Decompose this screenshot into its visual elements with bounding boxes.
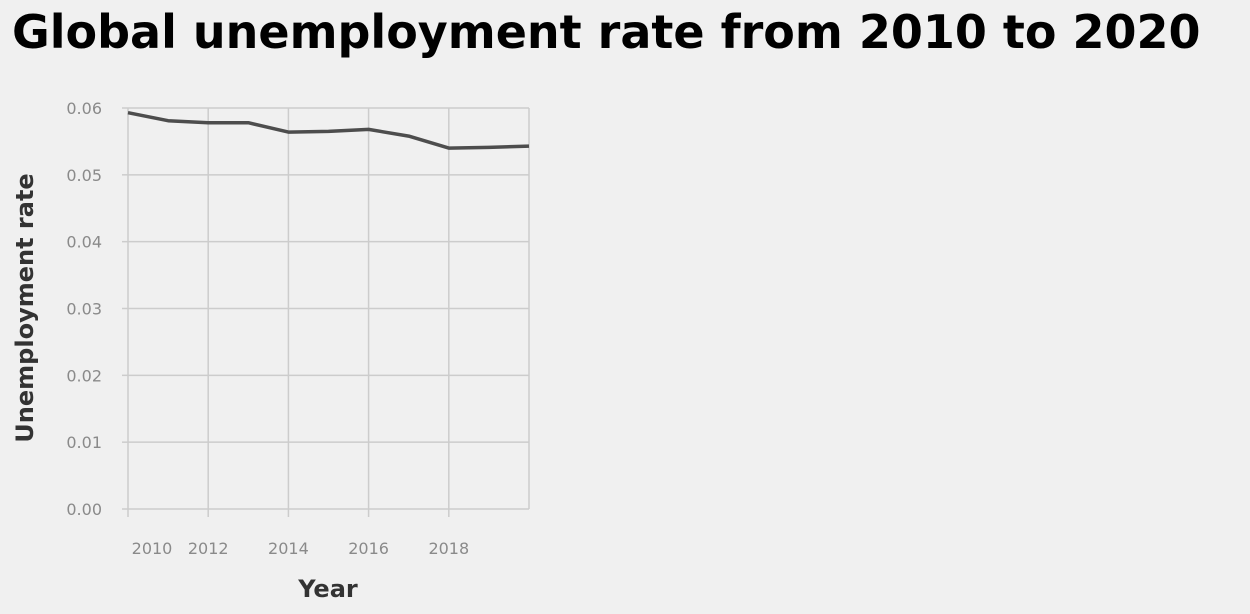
y-axis-title: Unemployment rate: [11, 173, 39, 442]
y-tick-label: 0.06: [66, 99, 102, 118]
y-tick-label: 0.01: [66, 433, 102, 452]
y-tick-label: 0.04: [66, 233, 102, 252]
y-tick-label: 0.05: [66, 166, 102, 185]
data-series: [127, 110, 530, 150]
x-tick-label: 2016: [348, 539, 389, 558]
chart-title: Global unemployment rate from 2010 to 20…: [12, 5, 1201, 59]
tick-labels: 0.00 0.01 0.02 0.03 0.04 0.05 0.06 2010 2012 2014…: [66, 99, 469, 558]
x-tick-label: 2018: [428, 539, 469, 558]
series-line: [127, 110, 530, 150]
grid-lines: [122, 107, 530, 517]
x-tick-label: 2012: [188, 539, 229, 558]
y-tick-label: 0.00: [66, 500, 102, 519]
y-tick-label: 0.03: [66, 300, 102, 319]
x-tick-label: 2014: [268, 539, 309, 558]
x-tick-label: 2010: [132, 539, 173, 558]
y-tick-label: 0.02: [66, 366, 102, 385]
x-axis-title: Year: [297, 575, 358, 603]
